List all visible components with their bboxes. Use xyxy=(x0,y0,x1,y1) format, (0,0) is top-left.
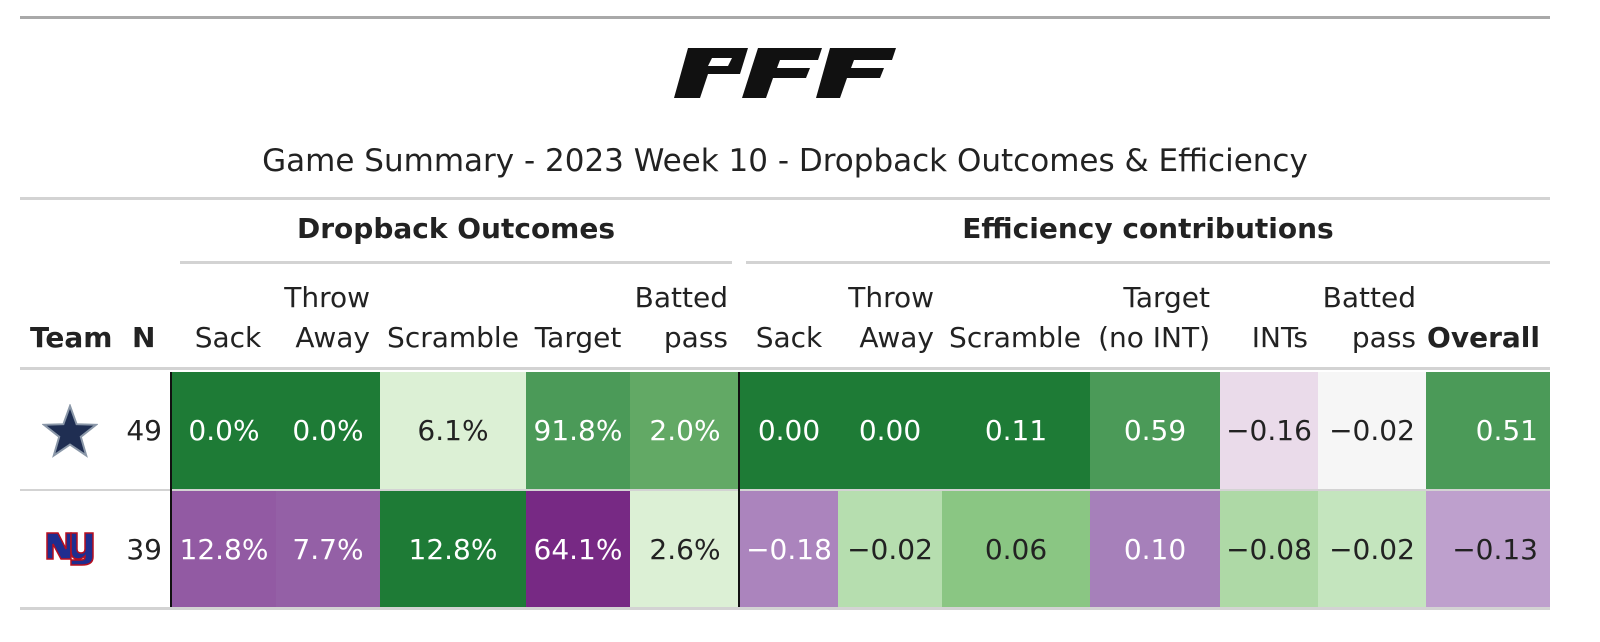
outcome-scramble-cell: 6.1% xyxy=(380,372,526,489)
spanner-dropback-outcomes: Dropback Outcomes xyxy=(296,212,616,245)
spanner-rule-efficiency xyxy=(746,261,1550,264)
col-eff-scramble: Scramble xyxy=(949,321,1081,354)
bottom-rule xyxy=(20,607,1550,610)
n-value-row-2: 39 xyxy=(126,532,162,566)
header-rule xyxy=(20,367,1550,370)
row-separator xyxy=(20,489,1550,491)
outcome-batted-cell: 2.0% xyxy=(630,372,740,489)
col-outcome-scramble: Scramble xyxy=(387,321,519,354)
title-rule xyxy=(20,197,1550,200)
col-eff-sack: Sack xyxy=(755,321,823,354)
outcome-sack-cell: 0.0% xyxy=(172,372,276,489)
cowboys-star-icon xyxy=(30,372,110,489)
outcome-scramble-cell: 12.8% xyxy=(380,491,526,607)
eff-target-cell: 0.10 xyxy=(1090,491,1220,607)
table-title: Game Summary - 2023 Week 10 - Dropback O… xyxy=(262,143,1308,179)
eff-scramble-cell: 0.11 xyxy=(942,372,1090,489)
eff-throwaway-cell: −0.02 xyxy=(838,491,942,607)
col-outcome-target: Target xyxy=(534,321,622,354)
col-eff-batted-line2: pass xyxy=(1351,321,1416,354)
spanner-efficiency-contributions: Efficiency contributions xyxy=(962,212,1334,245)
pff-logo-icon xyxy=(674,48,896,98)
col-eff-target-line2: (no INT) xyxy=(1098,321,1210,354)
eff-sack-cell: 0.00 xyxy=(740,372,838,489)
eff-overall-cell: −0.13 xyxy=(1426,491,1550,607)
col-eff-batted-line1: Batted xyxy=(1322,281,1416,314)
eff-ints-cell: −0.16 xyxy=(1220,372,1318,489)
eff-overall-cell: 0.51 xyxy=(1426,372,1550,489)
outcome-sack-cell: 12.8% xyxy=(172,491,276,607)
col-outcome-batted-line1: Batted xyxy=(634,281,728,314)
eff-throwaway-cell: 0.00 xyxy=(838,372,942,489)
outcome-target-cell: 91.8% xyxy=(526,372,630,489)
outcome-batted-cell: 2.6% xyxy=(630,491,740,607)
divider-outcomes-left xyxy=(170,372,172,607)
col-n: N xyxy=(132,321,156,354)
eff-batted-cell: −0.02 xyxy=(1318,491,1426,607)
col-eff-target-line1: Target xyxy=(1123,281,1210,314)
eff-scramble-cell: 0.06 xyxy=(942,491,1090,607)
col-team: Team xyxy=(30,321,113,354)
eff-batted-cell: −0.02 xyxy=(1318,372,1426,489)
outcome-target-cell: 64.1% xyxy=(526,491,630,607)
outcome-throwaway-cell: 7.7% xyxy=(276,491,380,607)
col-outcome-throwaway-line2: Away xyxy=(295,321,370,354)
col-eff-overall: Overall xyxy=(1427,321,1540,354)
col-eff-throwaway-line2: Away xyxy=(859,321,934,354)
eff-sack-cell: −0.18 xyxy=(740,491,838,607)
n-value-row-1: 49 xyxy=(126,414,162,447)
col-outcome-throwaway-line1: Throw xyxy=(284,281,370,314)
eff-target-cell: 0.59 xyxy=(1090,372,1220,489)
outcome-throwaway-cell: 0.0% xyxy=(276,372,380,489)
divider-efficiency-left xyxy=(738,372,740,607)
col-eff-ints: INTs xyxy=(1251,321,1308,354)
col-eff-throwaway-line1: Throw xyxy=(848,281,934,314)
col-outcome-batted-line2: pass xyxy=(663,321,728,354)
top-rule xyxy=(20,16,1550,19)
giants-ny-icon xyxy=(30,491,110,607)
spanner-rule-outcomes xyxy=(180,261,732,264)
col-outcome-sack: Sack xyxy=(194,321,262,354)
eff-ints-cell: −0.08 xyxy=(1220,491,1318,607)
